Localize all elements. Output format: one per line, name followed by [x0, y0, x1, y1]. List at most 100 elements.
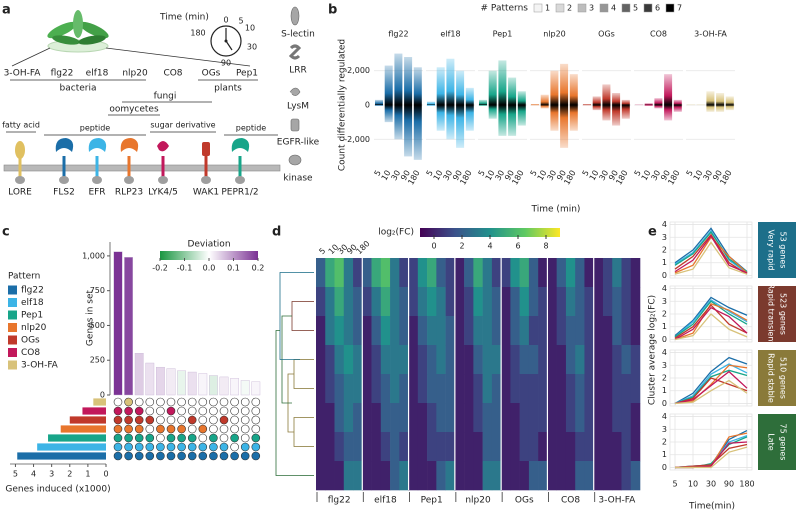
colorbar	[160, 251, 258, 260]
heatmap-cell	[602, 403, 613, 433]
heatmap-cell	[602, 287, 613, 317]
heatmap-cell	[408, 316, 419, 346]
set-bar	[187, 371, 197, 396]
colorbar-tick-label: 0	[431, 242, 436, 251]
heatmap-cell	[427, 432, 437, 462]
heatmap-cell	[519, 432, 530, 462]
heatmap-cell	[436, 461, 446, 491]
legend-label: 1	[545, 4, 550, 13]
heatmap-cell	[538, 461, 548, 491]
heatmap-cell	[316, 287, 326, 317]
matrix-dot	[145, 397, 155, 407]
receptor-name: FLS2	[53, 188, 75, 198]
heatmap-cell	[408, 345, 419, 375]
receptor-name: PEPR1/2	[221, 188, 258, 198]
legend-label: 6	[655, 4, 660, 13]
heatmap-cell	[575, 316, 585, 346]
heatmap-cell	[510, 287, 520, 317]
heatmap-cell	[436, 345, 446, 375]
legend-label: nlp20	[21, 323, 47, 333]
heatmap-cell	[510, 374, 520, 404]
matrix-dot	[113, 424, 123, 434]
set-bar	[134, 353, 144, 396]
receptor-stem	[238, 156, 242, 178]
set-bar	[166, 368, 176, 396]
heatmap-cell	[621, 374, 632, 404]
receptor-stem	[62, 156, 66, 178]
line	[674, 229, 748, 274]
matrix-dot	[156, 442, 165, 452]
domain-name: kinase	[283, 174, 313, 184]
bar-up	[592, 96, 601, 105]
matrix-dot	[219, 415, 229, 425]
heatmap-cell	[482, 345, 493, 375]
matrix-dot	[209, 442, 218, 452]
group-label: CO8	[561, 496, 580, 506]
facet-title: elf18	[440, 30, 460, 39]
y-tick-label: 0	[662, 463, 667, 472]
line	[674, 300, 748, 338]
legend-swatch	[8, 285, 17, 295]
matrix-dot	[187, 424, 197, 434]
facet-title: Rapid transient	[767, 283, 776, 344]
facet-title: flg22	[388, 30, 408, 39]
matrix-dot	[240, 433, 250, 443]
heatmap-cell	[621, 316, 632, 346]
legend-title: Pattern	[8, 272, 40, 282]
x-tick-label: 5	[477, 169, 487, 178]
heatmap-cell	[408, 374, 419, 404]
legend-label: flg22	[21, 286, 44, 296]
heatmap-cell	[612, 374, 622, 404]
plant-illustration	[11, 10, 251, 67]
y-tick-label: 0	[365, 101, 370, 110]
matrix-dot	[124, 415, 133, 425]
line	[674, 370, 748, 405]
heatmap-cell	[445, 287, 456, 317]
matrix-dot	[230, 406, 239, 416]
y-tick-label: 2,000	[347, 66, 370, 75]
legend-swatch	[8, 360, 17, 370]
heatmap-cell	[445, 432, 456, 462]
matrix-dot	[145, 424, 155, 434]
x-tick-label: 5	[685, 169, 695, 178]
heatmap-cell	[510, 345, 520, 375]
heatmap-cell	[445, 374, 456, 404]
heatmap-cell	[565, 432, 576, 462]
panel-label: a	[2, 3, 11, 18]
heatmap-cell	[575, 287, 585, 317]
heatmap-cell	[454, 432, 465, 462]
matrix-dot	[177, 433, 186, 443]
heatmap-cell	[417, 461, 428, 491]
heatmap-cell	[584, 403, 595, 433]
set-bar	[113, 251, 123, 396]
receptor-kinase	[124, 176, 134, 184]
heatmap-cell	[325, 374, 335, 404]
facet-subtitle: 523 genes	[779, 293, 788, 335]
line	[674, 369, 748, 405]
y-tick-label: 2	[662, 310, 667, 319]
matrix-dot	[219, 424, 229, 434]
receptor-name: LORE	[8, 188, 32, 198]
bar-up	[498, 60, 507, 105]
time-label: 180	[354, 239, 371, 256]
heatmap-cell	[436, 316, 446, 346]
line	[674, 313, 748, 341]
heatmap-cell	[427, 287, 437, 317]
heatmap-cell	[482, 461, 493, 491]
heatmap-cell	[528, 316, 539, 346]
heatmap-cell	[538, 316, 548, 346]
bar-down	[706, 105, 715, 112]
bar-down	[560, 105, 569, 148]
group-label: elf18	[374, 496, 397, 506]
bar-up	[436, 67, 445, 105]
heatmap-cell	[510, 432, 520, 462]
heatmap-cell	[316, 403, 326, 433]
heatmap-cell	[593, 316, 604, 346]
heatmap-cell	[343, 345, 354, 375]
y-tick-label: 3	[662, 233, 667, 242]
heatmap-cell	[602, 432, 613, 462]
matrix-dot	[187, 406, 197, 416]
bar-up	[644, 103, 653, 105]
heatmap-cell	[612, 403, 622, 433]
legend-swatch	[599, 3, 609, 13]
